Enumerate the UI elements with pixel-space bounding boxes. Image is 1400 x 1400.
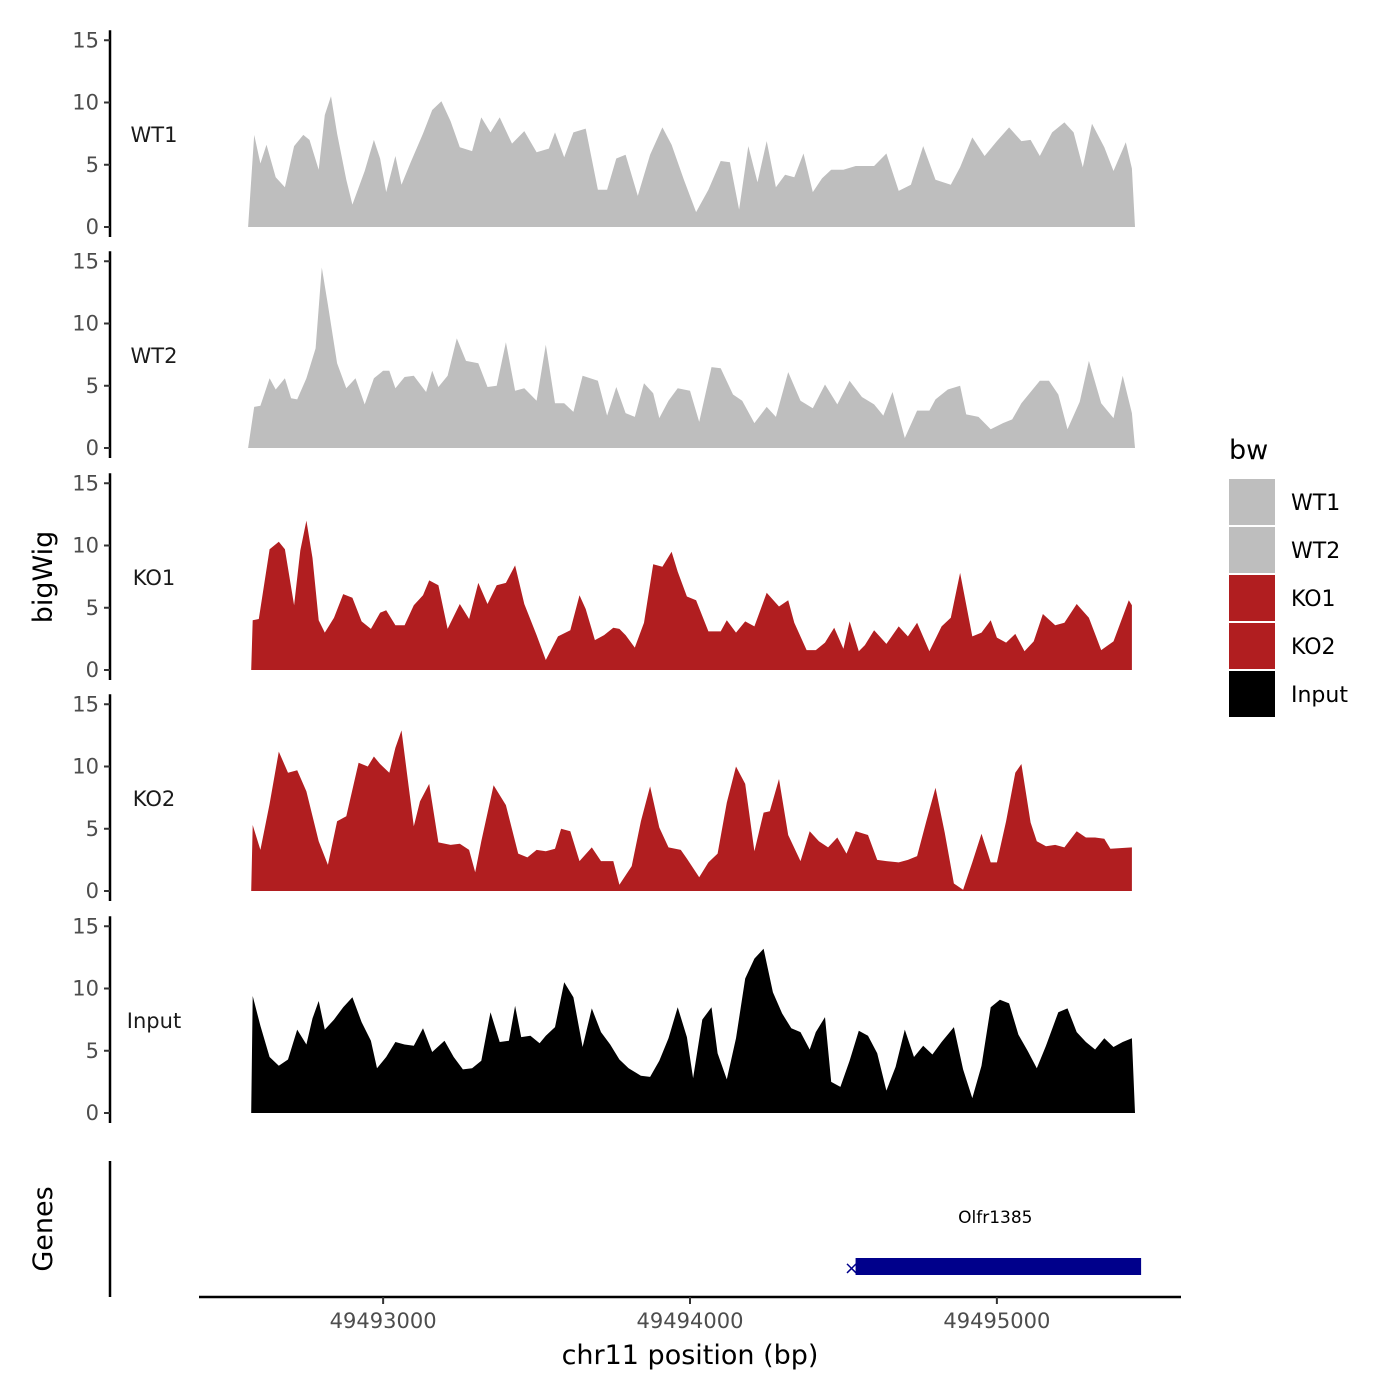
- gene-strand-marker: ×: [844, 1258, 859, 1279]
- track-label: KO1: [133, 566, 176, 590]
- y-tick-label: 5: [86, 153, 99, 177]
- x-tick-label: 49494000: [637, 1309, 744, 1333]
- y-tick-label: 10: [72, 91, 99, 115]
- track-ko1: 0 5 10 15 KO1: [72, 471, 1132, 682]
- track-ko2: 0 5 10 15 KO2: [72, 692, 1132, 903]
- y-tick-label: 10: [72, 534, 99, 558]
- genes-panel: × Olfr1385: [108, 1161, 1142, 1297]
- legend-swatch-wt1: [1229, 479, 1275, 525]
- y-tick-label: 15: [72, 471, 99, 495]
- track-label: WT1: [131, 123, 178, 147]
- signal-area: [248, 267, 1136, 448]
- x-tick-label: 49495000: [943, 1309, 1050, 1333]
- track-label: WT2: [131, 344, 178, 368]
- legend-swatch-wt2: [1229, 527, 1275, 573]
- track-input: 0 5 10 15 Input: [72, 914, 1135, 1125]
- legend-label-wt2: WT2: [1291, 539, 1340, 564]
- legend-label-wt1: WT1: [1291, 491, 1340, 516]
- y-tick-label: 10: [72, 977, 99, 1001]
- y-tick-label: 0: [86, 436, 99, 460]
- x-axis: 49493000 49494000 49495000: [199, 1295, 1181, 1333]
- y-tick-label: 10: [72, 312, 99, 336]
- y-tick-label: 5: [86, 596, 99, 620]
- y-tick-label: 15: [72, 249, 99, 273]
- track-wt1: 0 5 10 15 WT1: [72, 28, 1136, 239]
- x-tick-label: 49493000: [330, 1309, 437, 1333]
- signal-area: [251, 520, 1132, 670]
- legend-title: bw: [1229, 435, 1268, 466]
- y-axis-title: bigWig: [28, 531, 59, 624]
- gene-label: Olfr1385: [958, 1208, 1032, 1228]
- y-tick-label: 5: [86, 374, 99, 398]
- y-tick-label: 15: [72, 692, 99, 716]
- y-tick-label: 0: [86, 215, 99, 239]
- signal-area: [248, 96, 1136, 227]
- y-tick-label: 15: [72, 28, 99, 52]
- signal-area: [251, 948, 1135, 1113]
- legend-swatch-ko2: [1229, 623, 1275, 669]
- signal-area: [251, 730, 1132, 891]
- gene-body: [855, 1258, 1142, 1275]
- legend-swatch-input: [1229, 671, 1275, 717]
- legend-label-ko2: KO2: [1291, 635, 1336, 660]
- track-label: KO2: [133, 787, 176, 811]
- bigwig-tracks: 0 5 10 15 WT1 0 5 10 15 WT2 0 5 10 15 KO1 0 5 10 15 KO2 0 5 10…: [72, 28, 1136, 1125]
- y-tick-label: 0: [86, 658, 99, 682]
- y-tick-label: 0: [86, 1101, 99, 1125]
- y-tick-label: 5: [86, 817, 99, 841]
- legend-label-ko1: KO1: [1291, 587, 1336, 612]
- track-wt2: 0 5 10 15 WT2: [72, 249, 1136, 460]
- legend-swatch-ko1: [1229, 575, 1275, 621]
- y-tick-label: 10: [72, 755, 99, 779]
- y-tick-label: 15: [72, 914, 99, 938]
- y-tick-label: 5: [86, 1039, 99, 1063]
- genes-axis-title: Genes: [28, 1186, 59, 1271]
- legend-label-input: Input: [1291, 683, 1348, 708]
- track-label: Input: [127, 1009, 181, 1033]
- y-tick-label: 0: [86, 879, 99, 903]
- legend: bw WT1 WT2 KO1 KO2 Input: [1229, 435, 1348, 717]
- x-axis-title: chr11 position (bp): [562, 1340, 819, 1371]
